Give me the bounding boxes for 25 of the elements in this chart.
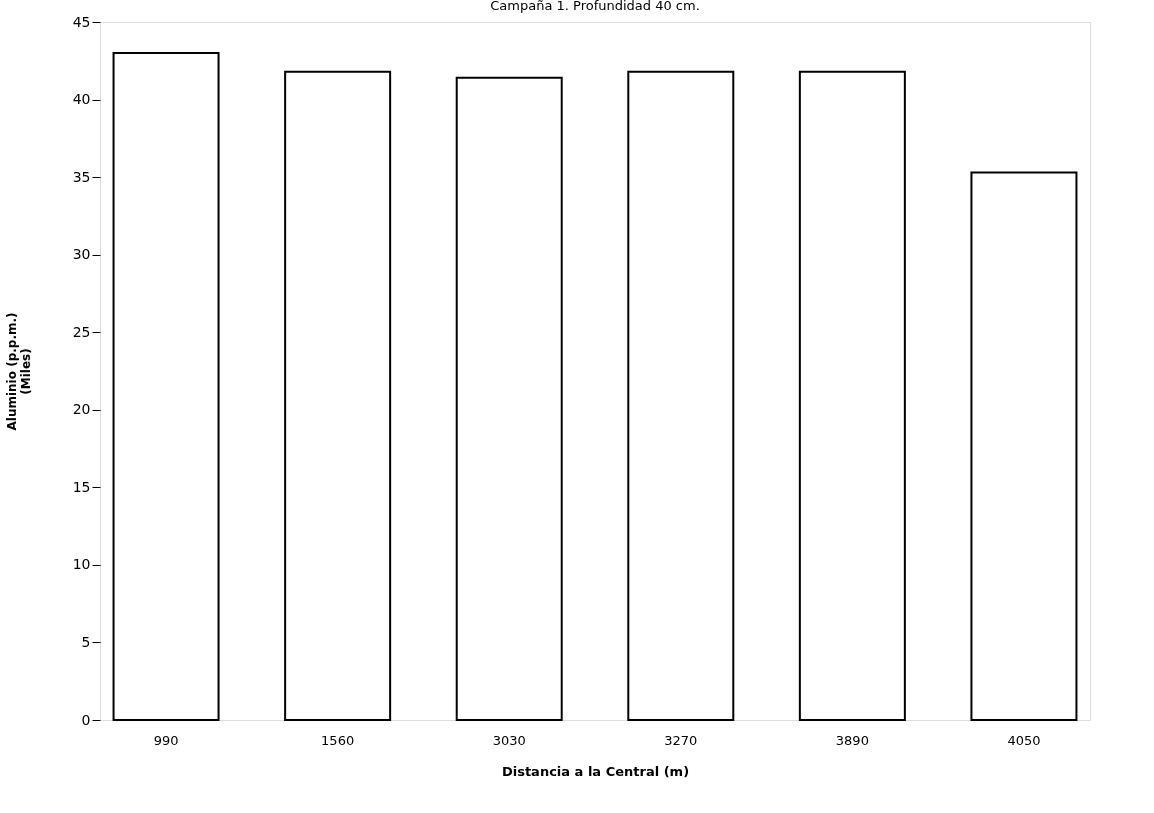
bar (627, 70, 735, 721)
x-tick-label: 990 (153, 732, 179, 748)
bar (455, 76, 563, 721)
y-axis-title: Aluminio (p.p.m.) (Miles) (4, 312, 33, 431)
y-tick-label: 30 (72, 246, 91, 263)
bar (970, 171, 1078, 721)
x-tick-label: 1560 (321, 732, 355, 748)
y-tick-label: 20 (72, 401, 91, 418)
chart-title: Campaña 1. Profundidad 40 cm. (490, 0, 700, 13)
y-tick-label: 35 (72, 168, 91, 185)
x-tick-label: 3270 (664, 732, 698, 748)
y-tick-label: 15 (72, 478, 91, 495)
x-axis-title: Distancia a la Central (m) (501, 763, 690, 779)
y-tick-label: 25 (72, 323, 91, 340)
y-tick-label: 5 (81, 633, 91, 650)
x-tick-label: 4050 (1007, 732, 1041, 748)
bar (798, 70, 906, 721)
x-tick-label: 3890 (835, 732, 869, 748)
y-tick-label: 0 (81, 711, 91, 728)
y-tick-label: 45 (72, 13, 91, 30)
x-tick-label: 3030 (492, 732, 526, 748)
bar (112, 52, 220, 721)
bar (284, 70, 392, 721)
y-tick-label: 10 (72, 556, 91, 573)
y-tick-label: 40 (72, 91, 91, 108)
